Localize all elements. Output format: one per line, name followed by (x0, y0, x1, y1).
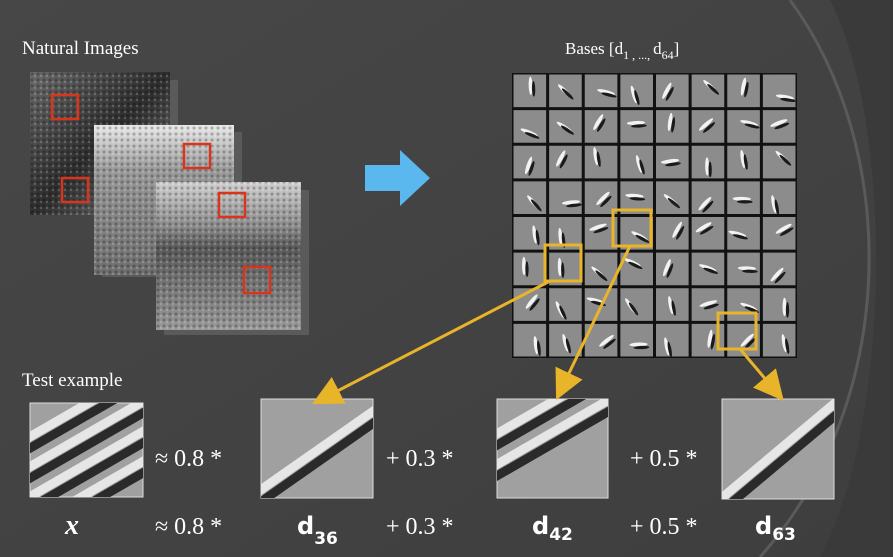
basis-tile (692, 146, 725, 179)
coefficient: + 0.5 * (630, 514, 698, 540)
subscript: 42 (549, 525, 573, 545)
tile-bg (692, 217, 725, 250)
tile-dark (786, 302, 789, 318)
basis-tile (549, 110, 582, 143)
subscript: 1 , ..., (623, 48, 653, 62)
basis-tile (656, 110, 689, 143)
basis-tile (620, 146, 653, 179)
basis-tile (763, 146, 796, 179)
basis-tile (549, 324, 582, 357)
tile-bg (585, 146, 618, 179)
basis-tile (514, 110, 547, 143)
basis-tile (692, 217, 725, 250)
basis-tile (656, 146, 689, 179)
basis-tile (514, 75, 547, 108)
tile-bg (514, 253, 547, 286)
tile-bg (763, 181, 796, 214)
tile-bg (656, 181, 689, 214)
basis-tile (514, 217, 547, 250)
basis-tile (763, 75, 796, 108)
basis-tile (656, 217, 689, 250)
tile-bg (763, 146, 796, 179)
basis-tile (763, 324, 796, 357)
basis-tile (763, 253, 796, 286)
basis-tile (727, 181, 760, 214)
tile-bg (656, 253, 689, 286)
basis-tile (727, 110, 760, 143)
slide: Natural Images Bases [d1 , ..., d 64] Tes… (0, 0, 893, 557)
coefficient: ≈ 0.8 * (155, 514, 222, 540)
tile-bg (763, 217, 796, 250)
basis-tile (763, 288, 796, 321)
patch (247, 399, 389, 509)
basis-tile (514, 253, 547, 286)
bases-grid (512, 73, 797, 358)
text: d (755, 512, 772, 540)
basis-tile (727, 217, 760, 250)
text: ] (674, 39, 680, 58)
tile-bg (656, 217, 689, 250)
tile-bg (514, 324, 547, 357)
basis-tile (549, 75, 582, 108)
tile-bg (763, 75, 796, 108)
basis-tile (692, 181, 725, 214)
basis-tile (585, 110, 618, 143)
x-symbol: x (64, 510, 79, 541)
tile-bg (656, 324, 689, 357)
basis-tile (514, 324, 547, 357)
tile-bg (620, 288, 653, 321)
basis-tile (692, 75, 725, 108)
basis-tile (514, 146, 547, 179)
basis-tile (514, 181, 547, 214)
basis-tile (585, 146, 618, 179)
basis-tile (656, 75, 689, 108)
basis-tile (727, 146, 760, 179)
tile-bg (620, 324, 653, 357)
test-example-label: Test example (22, 370, 123, 391)
basis-tile (620, 75, 653, 108)
coefficient: + 0.3 * (386, 446, 454, 472)
basis-tile (763, 181, 796, 215)
tile-bg (763, 288, 796, 321)
subscript: 64 (662, 48, 674, 62)
coefficient: + 0.5 * (630, 446, 698, 472)
patch (712, 397, 847, 514)
basis-tile (763, 217, 796, 250)
tile-bg (692, 181, 725, 214)
basis-tile (656, 288, 689, 321)
basis-tile (692, 110, 725, 143)
basis-tile (763, 110, 796, 143)
basis-tile (656, 324, 689, 357)
tile-bg (549, 146, 582, 179)
basis-tile (620, 324, 653, 357)
basis-tile (620, 288, 653, 321)
basis-tile (656, 181, 689, 214)
basis-tile (549, 288, 582, 321)
tile-bg (514, 110, 547, 143)
text: d (532, 512, 549, 540)
tile-light (783, 298, 787, 316)
basis-tile (692, 253, 725, 286)
basis-tile (727, 75, 760, 108)
basis-tile (514, 288, 547, 321)
basis-tile (585, 75, 618, 108)
text: d (297, 512, 314, 540)
text: Bases [d (565, 39, 624, 58)
tile-bg (692, 75, 725, 108)
subscript: 36 (314, 529, 338, 549)
basis-tile (656, 253, 689, 286)
natural-images-label: Natural Images (22, 38, 139, 59)
tile-bg (763, 324, 796, 357)
tile-bg (549, 181, 582, 214)
basis-tile (549, 181, 582, 214)
basis-tile (727, 253, 760, 286)
basis-tile (549, 146, 582, 179)
subscript: 63 (772, 525, 796, 545)
coefficient: + 0.3 * (386, 514, 454, 540)
tile-bg (514, 217, 547, 250)
coefficient: ≈ 0.8 * (155, 446, 222, 472)
basis-tile (620, 110, 653, 143)
